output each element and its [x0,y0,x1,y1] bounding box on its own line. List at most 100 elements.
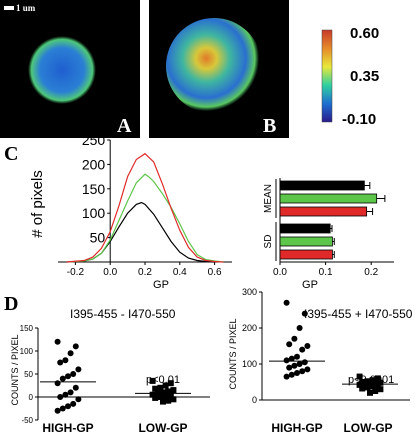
histogram-series-green [66,173,224,263]
cell-a [28,36,96,104]
scatter-point-high-gp [62,391,69,398]
scatter-y-tick-label: 0 [29,393,34,402]
scatter-point-high-gp [54,380,61,387]
scatter-point-low-gp [152,385,159,392]
histogram-x-label: GP [153,279,169,291]
scatter-point-low-gp [167,380,174,387]
colorbar-rect [321,29,333,123]
scatter-y-tick-label: 100 [242,359,257,369]
bar-mean-black [279,180,365,191]
scatter-sum-marks [269,299,398,396]
scale-bar-label: 1 um [16,3,36,13]
histogram-y-tick-label: 150 [82,181,106,197]
scatter-y-tick-label: 150 [20,324,34,333]
scale-bar [4,6,14,10]
scatter-point-high-gp [301,359,308,366]
scatter-point-high-gp [291,335,298,342]
scatter-point-high-gp [296,361,303,367]
scatter-difference-cat-high: HIGH-GP [42,421,93,435]
scatter-point-low-gp [152,394,159,401]
scatter-point-high-gp [304,343,311,349]
scatter-y-tick-label: 50 [24,370,33,379]
bar-sd-red [279,249,333,260]
bar-x-tick-label: 0.2 [364,267,378,278]
histogram-x-tick-label: 0.2 [138,267,152,278]
scatter-point-high-gp [299,346,306,353]
scatter-point-high-gp [294,370,300,376]
panel-label-a: A [117,115,132,137]
bar-sd-green [279,236,333,247]
scatter-point-low-gp [170,387,177,394]
scatter-point-high-gp [286,341,293,348]
scatter-point-low-gp [356,373,363,380]
scatter-point-high-gp [75,396,82,403]
bar-x-label: GP [302,279,318,291]
scatter-point-high-gp [296,325,303,331]
scatter-point-low-gp [367,389,373,396]
scatter-difference-marks [40,338,191,414]
bar-x-tick-label: 0.0 [273,267,287,278]
scatter-y-tick-label: 300 [242,287,257,297]
scatter-point-low-gp [374,382,381,389]
scatter-point-low-gp [160,389,166,396]
histogram-y-tick-label: 200 [82,156,106,172]
scatter-point-low-gp [377,386,384,393]
colorbar-mid-label: 0.35 [350,68,379,85]
scatter-point-low-gp [157,394,164,400]
scatter-point-high-gp [283,299,290,306]
scatter-point-high-gp [288,355,295,362]
scatter-difference-axes: -50 0 50 100 150 [20,324,210,425]
panel-label-c: C [4,143,18,165]
scatter-point-high-gp [62,357,69,364]
scatter-point-low-gp [374,375,381,382]
scatter-point-high-gp [283,357,290,364]
scatter-sum-cat-high: HIGH-GP [271,421,322,435]
bar-chart: GP 0.0 0.1 0.2 MEAN SD [263,178,394,291]
colorbar-min-label: -0.10 [342,111,376,128]
scatter-point-low-gp [359,385,366,392]
histogram-x-tick-label: 0.0 [103,267,117,278]
scatter-sum-y-label: COUNTS / PIXEL [228,318,238,389]
scatter-point-high-gp [70,400,77,407]
scatter-y-tick-label: 100 [20,347,34,356]
scatter-point-high-gp [67,350,74,357]
bar-sd-black [279,223,331,234]
scatter-point-low-gp [157,384,164,391]
scatter-point-low-gp [369,377,376,384]
scatter-point-high-gp [291,362,298,369]
bar-mean-red [279,206,368,217]
scatter-point-high-gp [57,394,64,400]
scatter-point-high-gp [57,359,64,366]
scatter-point-high-gp [54,407,61,414]
scatter-point-low-gp [364,384,371,391]
scatter-point-high-gp [301,310,308,317]
histogram-lines [66,152,224,263]
scatter-point-high-gp [59,405,66,412]
scatter-point-low-gp [170,396,177,403]
cell-b [166,18,262,114]
scatter-point-low-gp [149,377,156,384]
colorbar-max-label: 0.60 [350,25,379,42]
scatter-point-high-gp [70,371,77,377]
scatter-difference: I395-455 - I470-550 COUNTS / PIXEL p<0.0… [10,307,210,435]
scatter-point-low-gp [165,388,172,395]
bar-marks [279,180,386,260]
scatter-point-high-gp [72,343,79,350]
scatter-point-high-gp [67,389,74,396]
scatter-sum-title: I395-455 + I470-550 [304,307,413,321]
scatter-point-high-gp [59,375,66,382]
scatter-sum: I395-455 + I470-550 COUNTS / PIXEL p<0.0… [228,287,413,435]
scatter-difference-title: I395-455 - I470-550 [70,307,176,321]
scatter-point-low-gp [160,398,166,405]
scatter-y-tick-label: 0 [252,395,257,405]
scatter-y-tick-label: 200 [242,323,257,333]
histogram-axes: -0.2 0.0 0.2 0.4 0.6 50 100 150 200 250 [58,132,232,278]
scatter-point-low-gp [162,382,169,389]
histogram-y-tick-label: 100 [82,205,106,221]
scatter-point-high-gp [288,371,295,378]
bar-x-tick-label: 0.1 [319,267,333,278]
scatter-point-high-gp [299,368,306,375]
scatter-point-low-gp [167,392,174,399]
scatter-point-high-gp [75,366,82,373]
scatter-difference-y-label: COUNTS / PIXEL [10,334,20,405]
